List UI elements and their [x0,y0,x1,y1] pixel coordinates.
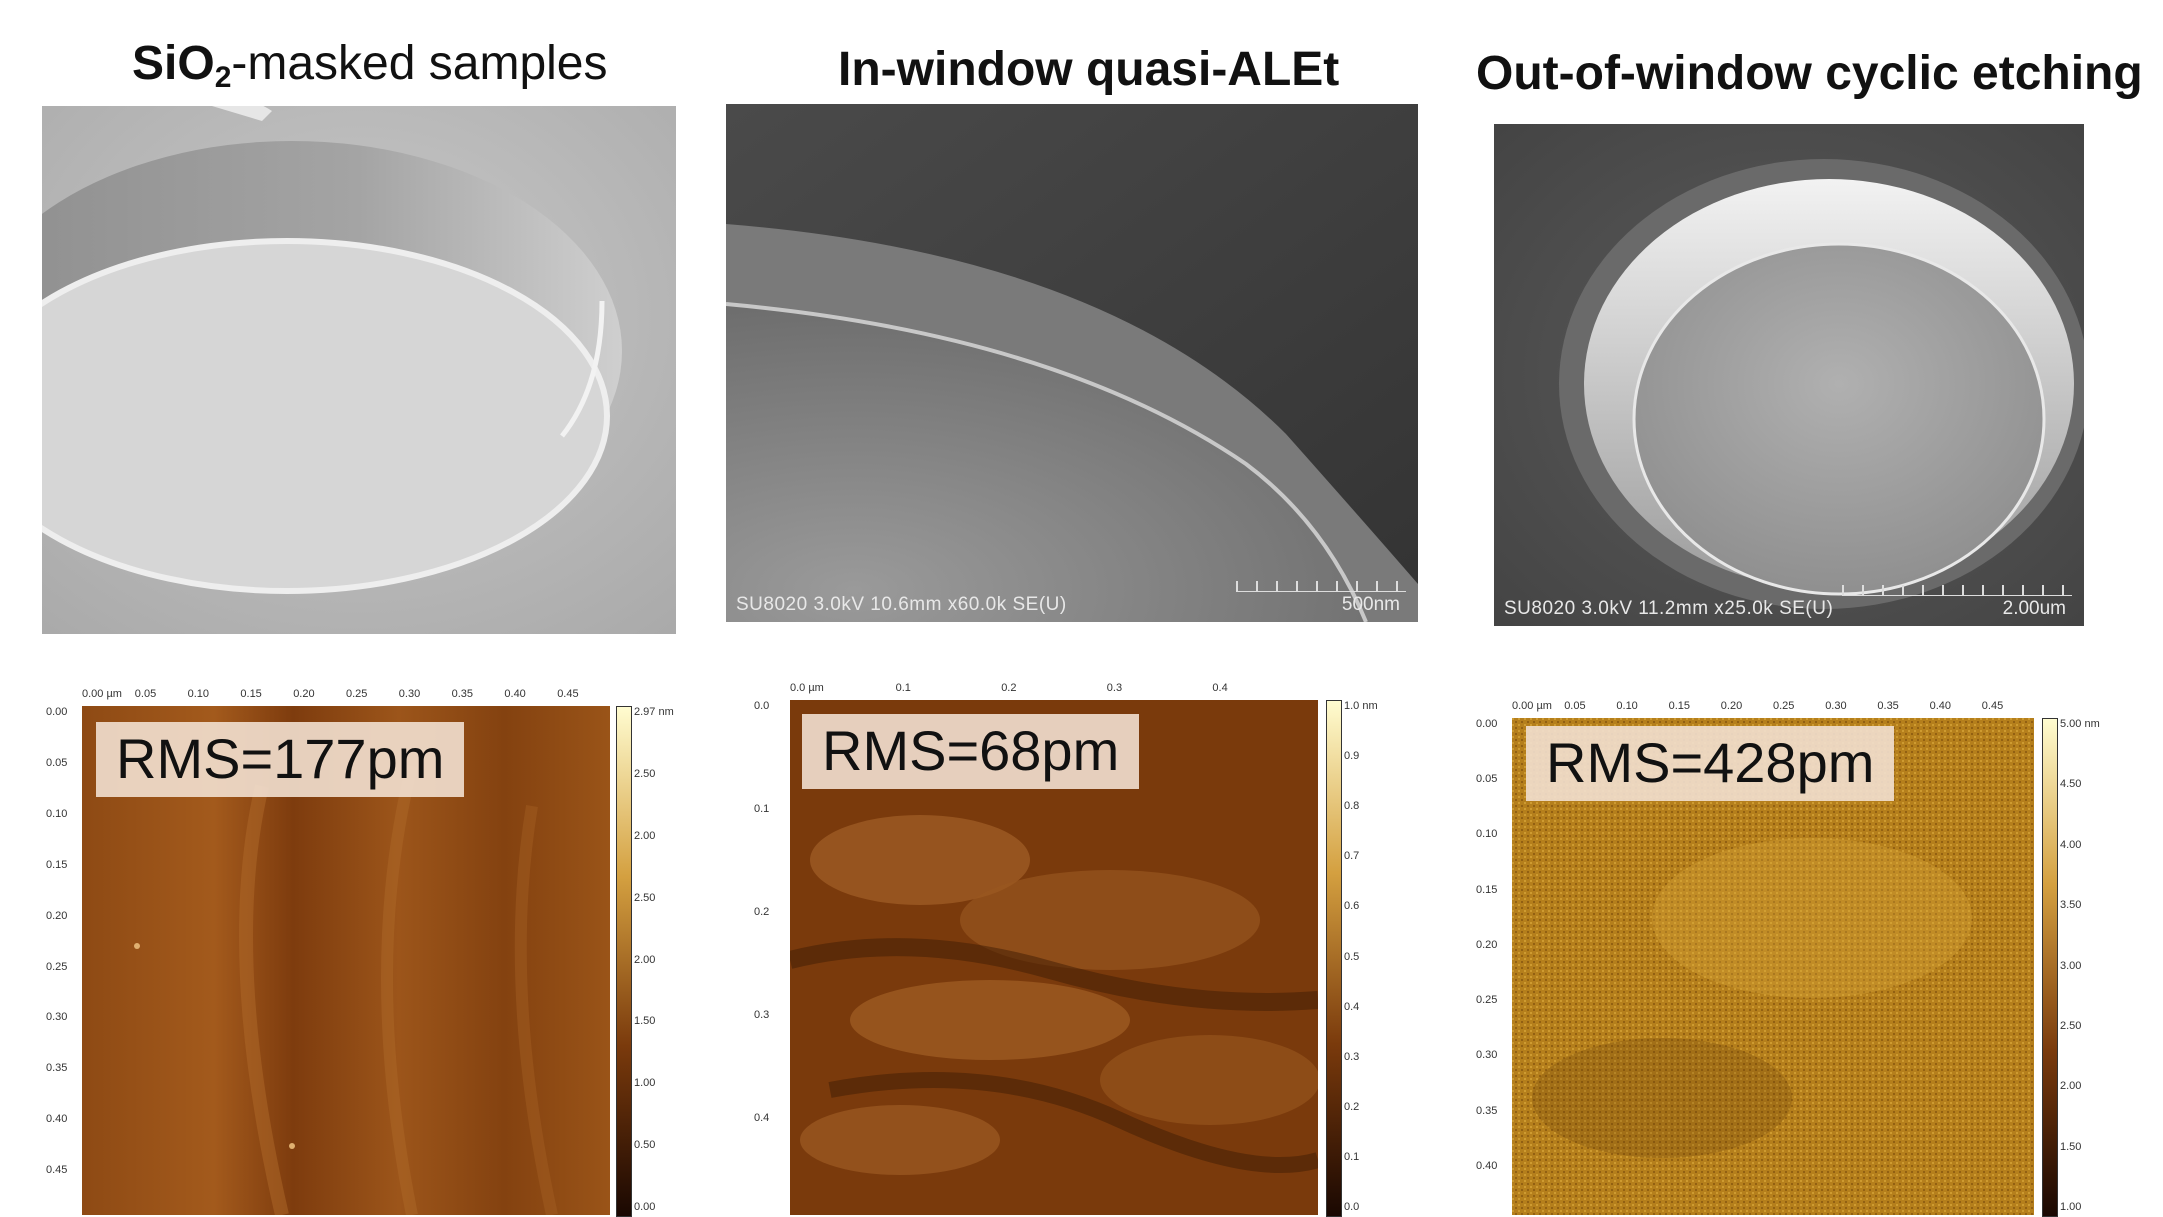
colorbar1-tick: 2.97 nm [634,706,674,718]
panel3-title: Out-of-window cyclic etching [1476,47,2143,100]
afm1-y-tick: 0.45 [46,1164,68,1177]
afm1-x-tick: 0.10 [187,688,210,700]
sem-image-1 [42,106,676,634]
scale-label-3: 2.00um [2002,598,2066,619]
afm2-y-tick: 0.3 [754,1009,770,1021]
colorbar1-tick: 1.50 [634,1015,656,1028]
afm3-y-tick: 0.00 [1476,718,1498,730]
colorbar3-tick: 4.00 [2060,838,2082,851]
sem-info-3: SU8020 3.0kV 11.2mm x25.0k SE(U) [1504,598,1834,619]
colorbar3-tick: 3.00 [2060,959,2082,972]
colorbar2-tick: 0.2 [1344,1100,1360,1113]
afm3-y-tick: 0.25 [1476,994,1498,1007]
colorbar2-tick: 0.0 [1344,1201,1360,1213]
afm3-y-tick: 0.10 [1476,828,1498,841]
afm1-x-tick: 0.00 µm [82,688,122,700]
afm3-y-tick: 0.20 [1476,938,1498,951]
sem-info-2: SU8020 3.0kV 10.6mm x60.0k SE(U) [736,594,1067,615]
colorbar3-tick: 4.50 [2060,778,2082,791]
afm3-y-tick: 0.35 [1476,1104,1498,1117]
afm1-x-tick: 0.20 [293,688,315,700]
afm2-x-tick: 0.1 [895,682,911,694]
afm2-y-tick: 0.4 [754,1112,770,1124]
colorbar-1 [616,706,632,1217]
scale-label-2: 500nm [1341,594,1400,615]
afm3-x-tick: 0.10 [1616,700,1638,712]
afm3-x-tick: 0.20 [1720,700,1743,712]
afm2-y-tick: 0.0 [754,700,770,712]
afm2-x-tick: 0.2 [1001,682,1017,694]
colorbar3-tick: 1.00 [2060,1201,2082,1213]
afm3-x-tick: 0.35 [1877,700,1899,712]
afm1-y-tick: 0.40 [46,1113,68,1126]
afm1-x-tick: 0.40 [504,688,526,700]
colorbar2-tick: 0.6 [1344,900,1360,913]
colorbar-2 [1326,700,1342,1217]
afm1-x-tick: 0.30 [398,688,421,700]
colorbar1-tick: 2.50 [634,891,656,904]
afm3-x-tick: 0.05 [1564,700,1586,712]
panel2-title: In-window quasi-ALEt [838,43,1340,96]
afm1-y-tick: 0.05 [46,756,68,769]
colorbar1-tick: 2.00 [634,953,656,966]
colorbar2-tick: 0.7 [1344,850,1360,863]
colorbar3-tick: 3.50 [2060,899,2082,912]
afm3-x-tick: 0.30 [1825,700,1847,712]
afm3-y-tick: 0.05 [1476,773,1498,786]
afm3-x-tick: 0.00 µm [1512,700,1552,712]
colorbar2-tick: 0.4 [1344,1000,1360,1013]
afm1-y-tick: 0.25 [46,960,68,973]
colorbar2-tick: 0.8 [1344,800,1360,813]
afm3-y-tick: 0.15 [1476,883,1498,896]
colorbar2-tick: 1.0 nm [1344,700,1378,712]
colorbar3-tick: 2.50 [2060,1019,2082,1032]
rms-label-2: RMS=68pm [802,714,1140,789]
afm1-x-tick: 0.15 [240,688,262,700]
afm1-y-tick: 0.15 [46,858,68,871]
colorbar3-tick: 5.00 nm [2060,718,2100,730]
afm2-y-tick: 0.1 [754,803,770,815]
colorbar2-tick: 0.9 [1344,750,1360,763]
rms-label-1: RMS=177pm [96,722,465,797]
afm3-y-tick: 0.40 [1476,1159,1498,1172]
afm3-y-tick: 0.30 [1476,1049,1498,1062]
colorbar2-tick: 0.1 [1344,1150,1360,1163]
panel1-title: SiO2-masked samples [132,37,608,94]
afm1-y-tick: 0.10 [46,807,68,820]
afm1-y-tick: 0.00 [46,706,68,718]
colorbar2-tick: 0.5 [1344,950,1360,963]
afm1-x-tick: 0.35 [451,688,474,700]
colorbar3-tick: 1.50 [2060,1140,2082,1153]
afm2-x-tick: 0.4 [1212,682,1228,694]
scale-bar-3 [1842,585,2072,596]
colorbar1-tick: 2.50 [634,767,656,780]
colorbar1-tick: 0.50 [634,1139,656,1152]
afm2-y-tick: 0.2 [754,906,770,918]
rms-label-3: RMS=428pm [1526,726,1895,801]
colorbar1-tick: 0.00 [634,1201,656,1213]
afm1-y-tick: 0.35 [46,1062,68,1075]
colorbar1-tick: 2.00 [634,829,656,842]
sem-image-3: SU8020 3.0kV 11.2mm x25.0k SE(U) 2.00um [1494,124,2084,626]
sem-image-2: SU8020 3.0kV 10.6mm x60.0k SE(U) 500nm [726,104,1418,622]
scale-bar-2 [1236,581,1406,592]
colorbar1-tick: 1.00 [634,1077,656,1090]
colorbar2-tick: 0.3 [1344,1050,1360,1063]
colorbar-3 [2042,718,2058,1217]
afm3-x-tick: 0.45 [1981,700,2004,712]
afm3-x-tick: 0.40 [1929,700,1952,712]
afm3-x-tick: 0.15 [1668,700,1691,712]
afm1-x-tick: 0.25 [346,688,368,700]
afm2-x-tick: 0.0 µm [790,682,824,694]
afm3-x-tick: 0.25 [1773,700,1795,712]
afm2-x-tick: 0.3 [1106,682,1123,694]
afm1-x-tick: 0.05 [134,688,157,700]
colorbar3-tick: 2.00 [2060,1080,2082,1093]
afm1-x-tick: 0.45 [557,688,579,700]
afm1-y-tick: 0.20 [46,909,68,922]
afm1-y-tick: 0.30 [46,1011,68,1024]
